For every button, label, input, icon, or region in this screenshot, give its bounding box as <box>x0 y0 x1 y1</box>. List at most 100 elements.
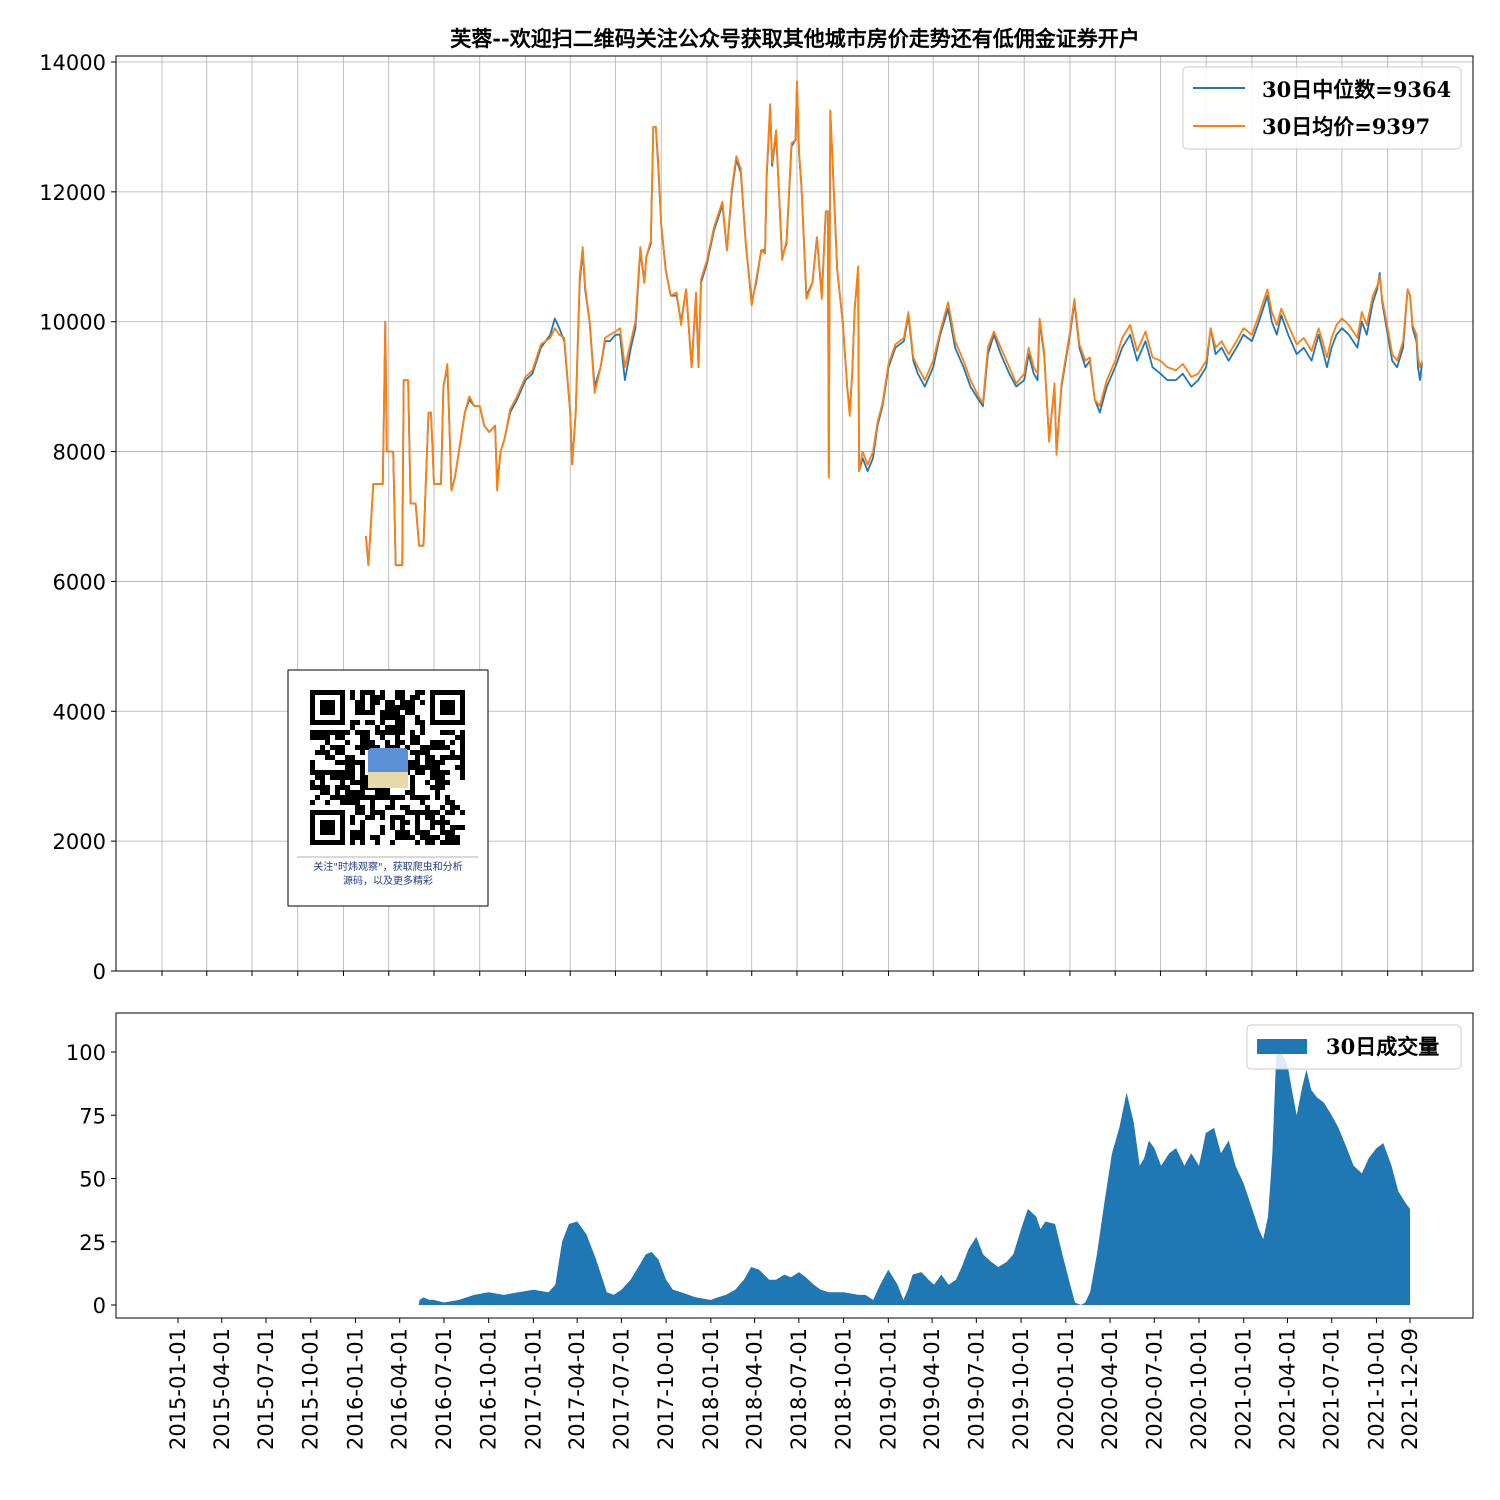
qr-module <box>430 810 435 815</box>
qr-module <box>440 805 445 810</box>
qr-module <box>340 780 345 785</box>
qr-module <box>365 775 370 780</box>
qr-module <box>385 790 390 795</box>
qr-module <box>350 725 355 730</box>
qr-caption-line1: 关注"时炜观察"，获取爬虫和分析 <box>313 860 462 873</box>
qr-module <box>365 710 370 715</box>
qr-module <box>440 745 445 750</box>
qr-module <box>395 725 400 730</box>
qr-module <box>345 760 350 765</box>
qr-module <box>340 785 345 790</box>
qr-module <box>370 800 375 805</box>
qr-module <box>400 730 405 735</box>
qr-module <box>325 730 330 735</box>
qr-module <box>360 710 365 715</box>
mean-price-series-line <box>365 80 1423 567</box>
qr-module <box>375 730 380 735</box>
x-tick-label: 2019-04-01 <box>920 1328 944 1450</box>
qr-module <box>420 800 425 805</box>
qr-module <box>445 830 450 835</box>
qr-module <box>385 710 390 715</box>
qr-module <box>390 725 395 730</box>
qr-module <box>425 795 430 800</box>
qr-module <box>345 785 350 790</box>
qr-module <box>365 720 370 725</box>
qr-module <box>460 750 465 755</box>
qr-module <box>425 780 430 785</box>
qr-module <box>330 795 335 800</box>
x-tick-label: 2020-01-01 <box>1054 1328 1078 1450</box>
qr-module <box>420 690 425 695</box>
qr-module <box>385 745 390 750</box>
price-y-tick-label: 4000 <box>53 700 106 724</box>
qr-module <box>330 755 335 760</box>
qr-module <box>320 770 325 775</box>
qr-module <box>315 750 320 755</box>
qr-module <box>420 795 425 800</box>
qr-module <box>435 775 440 780</box>
qr-module <box>400 690 405 695</box>
qr-module <box>415 690 420 695</box>
x-tick-label: 2015-07-01 <box>254 1328 278 1450</box>
qr-module <box>385 705 390 710</box>
qr-module <box>460 735 465 740</box>
qr-module <box>460 825 465 830</box>
qr-module <box>320 790 325 795</box>
qr-module <box>360 790 365 795</box>
qr-module <box>355 835 360 840</box>
qr-module <box>450 800 455 805</box>
qr-module <box>385 725 390 730</box>
qr-module <box>400 740 405 745</box>
qr-module <box>420 730 425 735</box>
x-tick-label: 2020-07-01 <box>1142 1328 1166 1450</box>
qr-module <box>430 740 435 745</box>
qr-module <box>370 805 375 810</box>
qr-module <box>440 830 445 835</box>
x-tick-label: 2021-12-09 <box>1398 1328 1422 1450</box>
qr-module <box>400 700 405 705</box>
qr-module <box>405 810 410 815</box>
qr-module <box>405 790 410 795</box>
qr-module <box>450 840 455 845</box>
qr-module <box>435 810 440 815</box>
qr-module <box>335 745 340 750</box>
qr-module <box>405 710 410 715</box>
qr-module <box>410 750 415 755</box>
qr-module <box>450 750 455 755</box>
qr-module <box>460 745 465 750</box>
qr-module <box>440 760 445 765</box>
qr-module <box>415 810 420 815</box>
x-tick-label: 2019-07-01 <box>964 1328 988 1450</box>
qr-module <box>315 795 320 800</box>
qr-module <box>375 725 380 730</box>
qr-module <box>345 795 350 800</box>
qr-module <box>410 700 415 705</box>
qr-module <box>425 810 430 815</box>
qr-module <box>425 805 430 810</box>
qr-module <box>455 755 460 760</box>
qr-module <box>425 830 430 835</box>
qr-module <box>440 780 445 785</box>
qr-module <box>360 730 365 735</box>
qr-module <box>415 760 420 765</box>
qr-module <box>350 775 355 780</box>
qr-module <box>455 840 460 845</box>
qr-module <box>360 705 365 710</box>
qr-module <box>360 695 365 700</box>
qr-module <box>325 750 330 755</box>
qr-module <box>350 765 355 770</box>
qr-module <box>350 755 355 760</box>
qr-module <box>380 825 385 830</box>
x-tick-label: 2015-04-01 <box>210 1328 234 1450</box>
qr-module <box>450 830 455 835</box>
qr-module <box>325 800 330 805</box>
qr-module <box>310 765 315 770</box>
qr-module <box>370 705 375 710</box>
qr-module <box>380 715 385 720</box>
qr-module <box>430 770 435 775</box>
qr-module <box>335 730 340 735</box>
qr-module <box>310 730 315 735</box>
qr-module <box>350 720 355 725</box>
x-tick-label: 2018-04-01 <box>743 1328 767 1450</box>
qr-module <box>360 690 365 695</box>
